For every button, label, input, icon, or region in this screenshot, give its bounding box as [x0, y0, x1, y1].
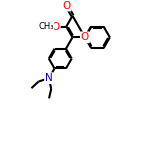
Text: N: N	[45, 73, 53, 83]
Text: O: O	[52, 22, 60, 32]
Text: O: O	[81, 32, 89, 42]
Text: CH₃: CH₃	[38, 22, 54, 31]
Text: O: O	[63, 1, 71, 10]
